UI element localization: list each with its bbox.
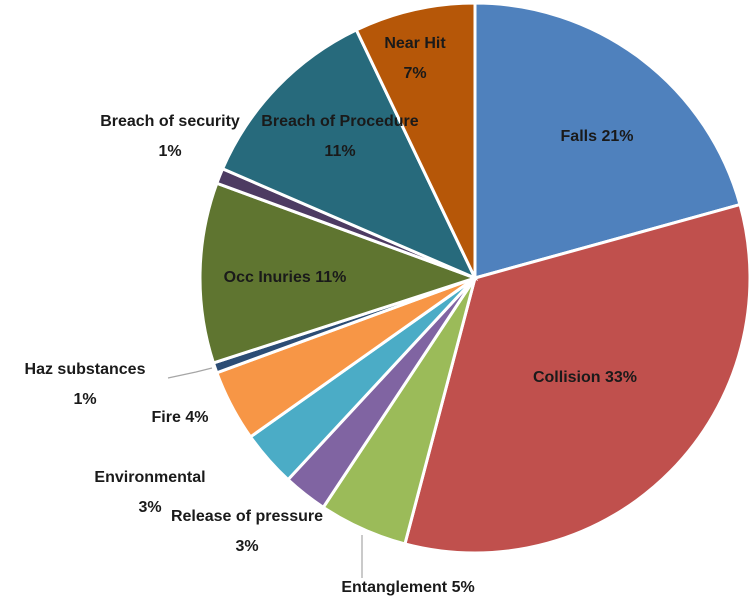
label-value: 1% [158, 143, 181, 160]
data-label: Entanglement 5% [341, 579, 474, 596]
label-category: Environmental [94, 469, 205, 486]
label-category: Fire [152, 409, 181, 426]
pie-slice [354, 1, 477, 279]
label-category: Collision [533, 369, 601, 386]
label-value: 7% [403, 65, 426, 82]
label-value: 11% [315, 269, 346, 286]
data-label: Environmental 3% [94, 469, 205, 516]
label-value: 5% [452, 579, 475, 596]
label-value: 3% [138, 499, 161, 516]
label-value: 21% [601, 128, 633, 145]
leader-line [167, 367, 213, 379]
label-category: Entanglement [341, 579, 447, 596]
pie-slice [198, 181, 480, 365]
pie-slice [220, 27, 479, 281]
pie-slice [473, 1, 742, 280]
data-label: Release of pressure 3% [171, 508, 323, 555]
data-label: Falls 21% [561, 128, 634, 145]
label-value: 3% [235, 538, 258, 555]
data-label: Occ Inuries 11% [224, 269, 347, 286]
label-category: Falls [561, 128, 598, 145]
label-category: Release of pressure [171, 508, 323, 525]
data-label: Haz substances 1% [25, 361, 146, 408]
label-category: Occ Inuries [224, 269, 311, 286]
label-value: 1% [73, 391, 96, 408]
data-label: Fire 4% [152, 409, 209, 426]
label-category: Breach of security [100, 113, 240, 130]
label-category: Breach of Procedure [261, 113, 418, 130]
data-label: Breach of security 1% [100, 113, 240, 160]
label-value: 11% [324, 143, 355, 160]
data-label: Collision 33% [533, 369, 637, 386]
label-category: Haz substances [25, 361, 146, 378]
label-category: Near Hit [384, 35, 446, 52]
data-label: Near Hit 7% [384, 35, 446, 82]
label-value: 33% [605, 369, 637, 386]
label-value: 4% [185, 409, 208, 426]
data-label: Breach of Procedure 11% [261, 113, 418, 160]
pie-slice [403, 202, 749, 555]
